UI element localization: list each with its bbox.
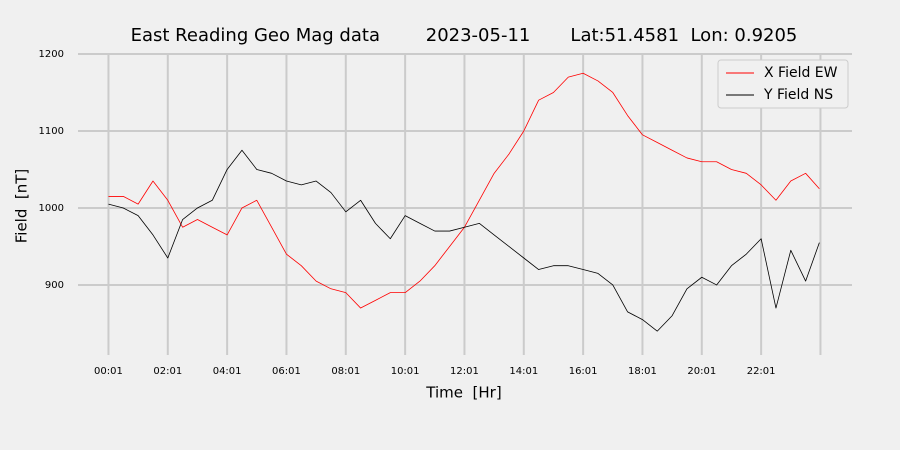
x-tick-label: 08:01 bbox=[331, 366, 360, 377]
legend-box bbox=[717, 59, 849, 109]
x-tick-label: 16:01 bbox=[569, 366, 598, 377]
legend-label: X Field EW bbox=[764, 65, 838, 81]
x-tick-label: 12:01 bbox=[450, 366, 479, 377]
x-tick-label: 20:01 bbox=[687, 366, 716, 377]
data-line bbox=[108, 149, 820, 332]
x-tick-label: 00:01 bbox=[94, 366, 123, 377]
y-tick-label: 1200 bbox=[39, 49, 64, 60]
y-axis-title: Field [nT] bbox=[13, 169, 31, 244]
x-tick-label: 22:01 bbox=[747, 366, 776, 377]
y-tick-label: 1000 bbox=[39, 203, 64, 214]
y-tick-label: 1100 bbox=[39, 126, 64, 137]
x-tick-label: 06:01 bbox=[272, 366, 301, 377]
chart-title: East Reading Geo Mag data 2023-05-11 Lat… bbox=[131, 25, 798, 46]
x-tick-label: 14:01 bbox=[509, 366, 538, 377]
x-tick-label: 10:01 bbox=[391, 366, 420, 377]
x-tick-label: 04:01 bbox=[213, 366, 242, 377]
x-axis-title: Time [Hr] bbox=[425, 384, 501, 402]
x-tick-label: 18:01 bbox=[628, 366, 657, 377]
legend-label: Y Field NS bbox=[763, 87, 833, 103]
y-tick-label: 900 bbox=[45, 280, 64, 291]
x-tick-label: 02:01 bbox=[153, 366, 182, 377]
